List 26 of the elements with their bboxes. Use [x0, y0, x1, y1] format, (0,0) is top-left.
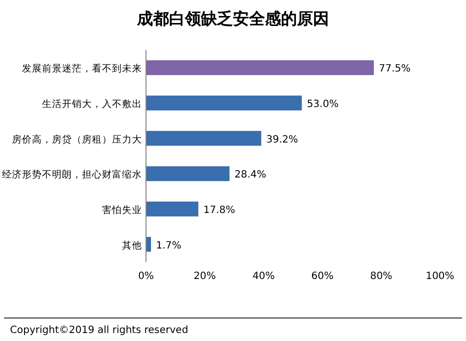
y-tick-label: 房价高，房贷（房租）压力大	[12, 133, 142, 146]
text: Copyright©2019 all rights reserved	[10, 325, 188, 336]
x-tick-label: 80%	[370, 271, 392, 282]
data-label: 1.7%	[156, 240, 182, 252]
y-tick-label: 其他	[122, 239, 142, 252]
bar	[146, 130, 262, 146]
bar	[146, 60, 374, 76]
y-tick-label: 生活开销大，入不敷出	[42, 98, 142, 110]
x-tick-label: 0%	[138, 271, 154, 282]
data-label: 53.0%	[306, 99, 339, 110]
chart-title: 成都白领缺乏安全感的原因	[136, 9, 329, 28]
x-tick-label: 100%	[426, 271, 454, 282]
y-tick-label: 经济形势不明朗，担心财富缩水	[2, 168, 142, 181]
y-tick-label: 害怕失业	[102, 204, 142, 216]
bar	[146, 166, 230, 182]
bar	[146, 96, 302, 110]
y-tick-label: 发展前景迷茫，看不到未来	[22, 62, 142, 75]
data-label: 28.4%	[234, 170, 266, 181]
x-tick-label: 20%	[194, 271, 216, 282]
data-label: 77.5%	[378, 64, 411, 75]
bar	[146, 202, 198, 216]
x-tick-label: 60%	[311, 271, 334, 282]
data-label: 17.8%	[203, 205, 236, 216]
data-label: 39.2%	[266, 134, 298, 146]
bar	[146, 236, 151, 252]
x-tick-label: 40%	[252, 271, 275, 282]
